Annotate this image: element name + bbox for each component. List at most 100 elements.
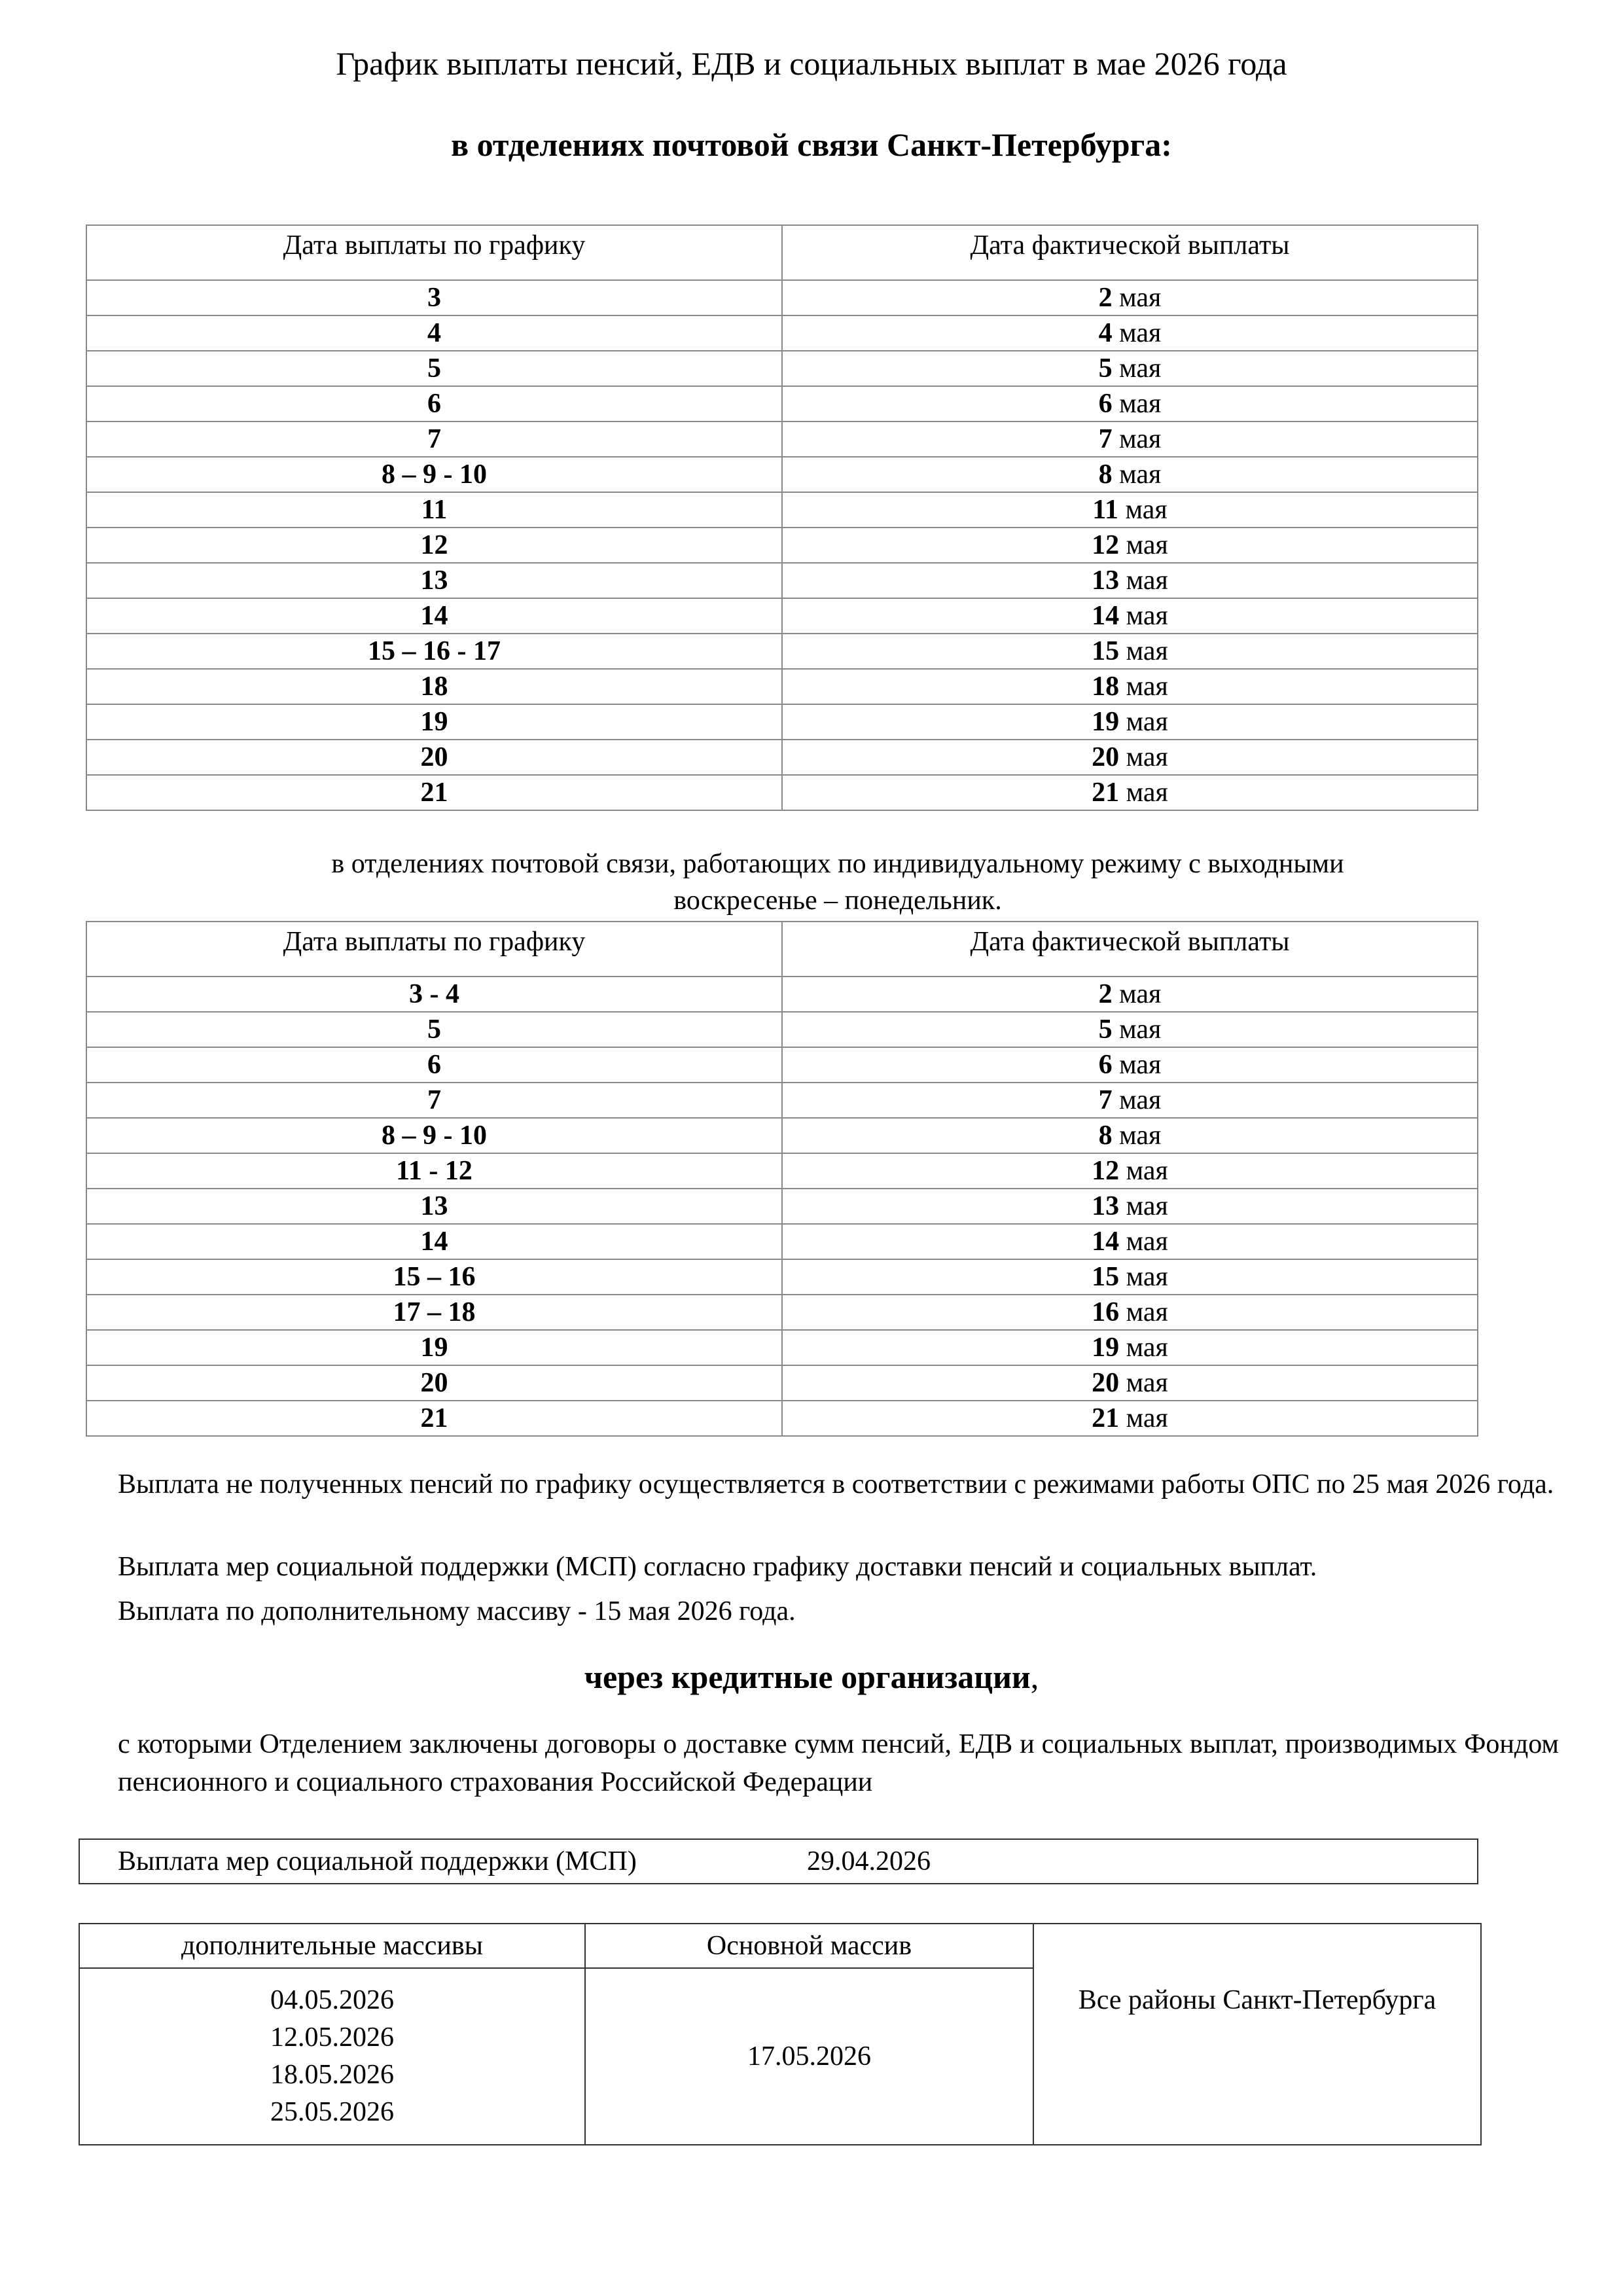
table-row: 20 20 мая [86,1365,1478,1401]
actual-day: 5 [1098,1014,1113,1045]
table-row: 19 19 мая [86,704,1478,740]
actual-date-cell: 8 мая [781,456,1478,493]
actual-month: мая [1119,1085,1162,1115]
actual-month: мая [1126,672,1168,702]
scheduled-date-cell: 21 [86,774,783,811]
actual-month: мая [1126,1333,1168,1363]
actual-date-cell: 20 мая [781,1365,1478,1401]
actual-month: мая [1119,283,1162,313]
region-cell: Все районы Санкт-Петербурга [1033,1923,1482,2145]
actual-date-cell: 2 мая [781,976,1478,1013]
actual-date-cell: 21 мая [781,1400,1478,1437]
additional-date: 25.05.2026 [270,2097,394,2127]
scheduled-date-cell: 7 [86,1082,783,1119]
document-title: График выплаты пенсий, ЕДВ и социальных … [336,45,1287,82]
scheduled-date-cell: 6 [86,386,783,422]
header-scheduled-date: Дата выплаты по графику [86,224,783,281]
scheduled-date-cell: 20 [86,1365,783,1401]
actual-day: 18 [1092,672,1120,702]
actual-month: мая [1126,636,1168,666]
scheduled-date-cell: 8 – 9 - 10 [86,456,783,493]
scheduled-date-cell: 13 [86,562,783,599]
actual-month: мая [1126,1191,1168,1221]
credit-organizations-text: с которыми Отделением заключены договоры… [118,1729,1559,1797]
actual-date-cell: 12 мая [781,1153,1478,1189]
actual-day: 14 [1092,601,1120,631]
actual-day: 6 [1098,1050,1113,1080]
scheduled-date-cell: 8 – 9 - 10 [86,1117,783,1154]
credit-heading-text: через кредитные организации [584,1659,1031,1695]
additional-date: 18.05.2026 [270,2060,394,2090]
actual-month: мая [1126,565,1168,596]
actual-date-cell: 6 мая [781,1047,1478,1083]
table-row: 14 14 мая [86,1223,1478,1260]
paragraph-additional: Выплата по дополнительному массиву - 15 … [118,1596,796,1626]
actual-day: 7 [1098,1085,1113,1115]
actual-month: мая [1126,1227,1168,1257]
msp-box: Выплата мер социальной поддержки (МСП) 2… [79,1839,1478,1884]
actual-day: 4 [1098,318,1113,348]
table-row: 8 – 9 - 10 8 мая [86,456,1478,493]
actual-day: 19 [1092,707,1120,737]
credit-organizations-heading: через кредитные организации, [0,1658,1623,1696]
individual-mode-note: в отделениях почтовой связи, работающих … [131,846,1544,919]
scheduled-date-cell: 11 - 12 [86,1153,783,1189]
actual-day: 7 [1098,424,1113,454]
table-header-row: Дата выплаты по графику Дата фактической… [86,224,1478,281]
actual-day: 12 [1092,530,1120,560]
actual-date-cell: 16 мая [781,1294,1478,1331]
additional-date: 04.05.2026 [270,1985,394,2015]
actual-date-cell: 13 мая [781,562,1478,599]
document-subtitle: в отделениях почтовой связи Санкт-Петерб… [451,126,1172,163]
table-row: 7 7 мая [86,1082,1478,1119]
actual-day: 20 [1092,742,1120,772]
table-row: 18 18 мая [86,668,1478,705]
actual-month: мая [1125,495,1168,525]
actual-day: 21 [1092,1403,1120,1433]
table-row: 14 14 мая [86,598,1478,634]
actual-day: 20 [1092,1368,1120,1398]
table-row: 11 11 мая [86,492,1478,528]
scheduled-date-cell: 14 [86,1223,783,1260]
scheduled-date-cell: 5 [86,1011,783,1048]
actual-date-cell: 15 мая [781,1259,1478,1295]
actual-date-cell: 8 мая [781,1117,1478,1154]
actual-date-cell: 21 мая [781,774,1478,811]
additional-date: 12.05.2026 [270,2022,394,2053]
actual-day: 8 [1098,1121,1113,1151]
actual-day: 12 [1092,1156,1120,1186]
actual-date-cell: 20 мая [781,739,1478,776]
scheduled-date-cell: 15 – 16 - 17 [86,633,783,670]
scheduled-date-cell: 14 [86,598,783,634]
msp-date: 29.04.2026 [807,1846,931,1876]
header-actual-date: Дата фактической выплаты [781,224,1478,281]
scheduled-date-cell: 21 [86,1400,783,1437]
actual-month: мая [1126,1403,1168,1433]
actual-date-cell: 12 мая [781,527,1478,564]
actual-month: мая [1126,1368,1168,1398]
table-row: 12 12 мая [86,527,1478,564]
actual-date-cell: 19 мая [781,704,1478,740]
table-row: 17 – 18 16 мая [86,1294,1478,1331]
table-row: 21 21 мая [86,1400,1478,1437]
table-row: 13 13 мая [86,1188,1478,1225]
actual-month: мая [1126,742,1168,772]
header-actual-date: Дата фактической выплаты [781,921,1478,977]
scheduled-date-cell: 11 [86,492,783,528]
paragraph-unpaid-pensions: Выплата не полученных пенсий по графику … [118,1469,1554,1499]
credit-heading-comma: , [1030,1659,1039,1695]
table-row: 13 13 мая [86,562,1478,599]
actual-date-cell: 14 мая [781,598,1478,634]
scheduled-date-cell: 17 – 18 [86,1294,783,1331]
actual-month: мая [1126,601,1168,631]
scheduled-date-cell: 12 [86,527,783,564]
scheduled-date-cell: 20 [86,739,783,776]
table-row: 19 19 мая [86,1329,1478,1366]
scheduled-date-cell: 7 [86,421,783,457]
actual-date-cell: 18 мая [781,668,1478,705]
